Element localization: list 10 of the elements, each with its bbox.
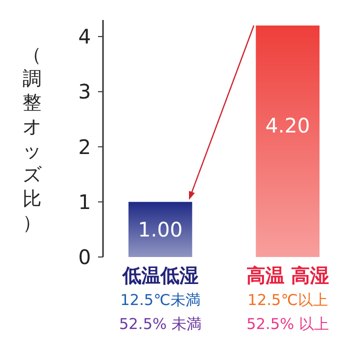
- x-tick-label: 高温 高湿 12.5℃以上 52.5% 以上: [246, 265, 329, 333]
- y-tick-label: 1: [78, 190, 91, 214]
- x-tick-label: 低温低湿 12.5℃未満 52.5% 未満: [119, 265, 202, 333]
- y-tick-label: 3: [78, 80, 91, 104]
- data-label: 4.20: [265, 114, 310, 138]
- y-tick-label: 2: [78, 134, 91, 159]
- y-tick-label: 4: [78, 24, 91, 49]
- data-label: 1.00: [138, 217, 183, 242]
- y-axis-title: （調整オッズ比）: [22, 44, 42, 234]
- y-tick-label: 0: [78, 245, 91, 269]
